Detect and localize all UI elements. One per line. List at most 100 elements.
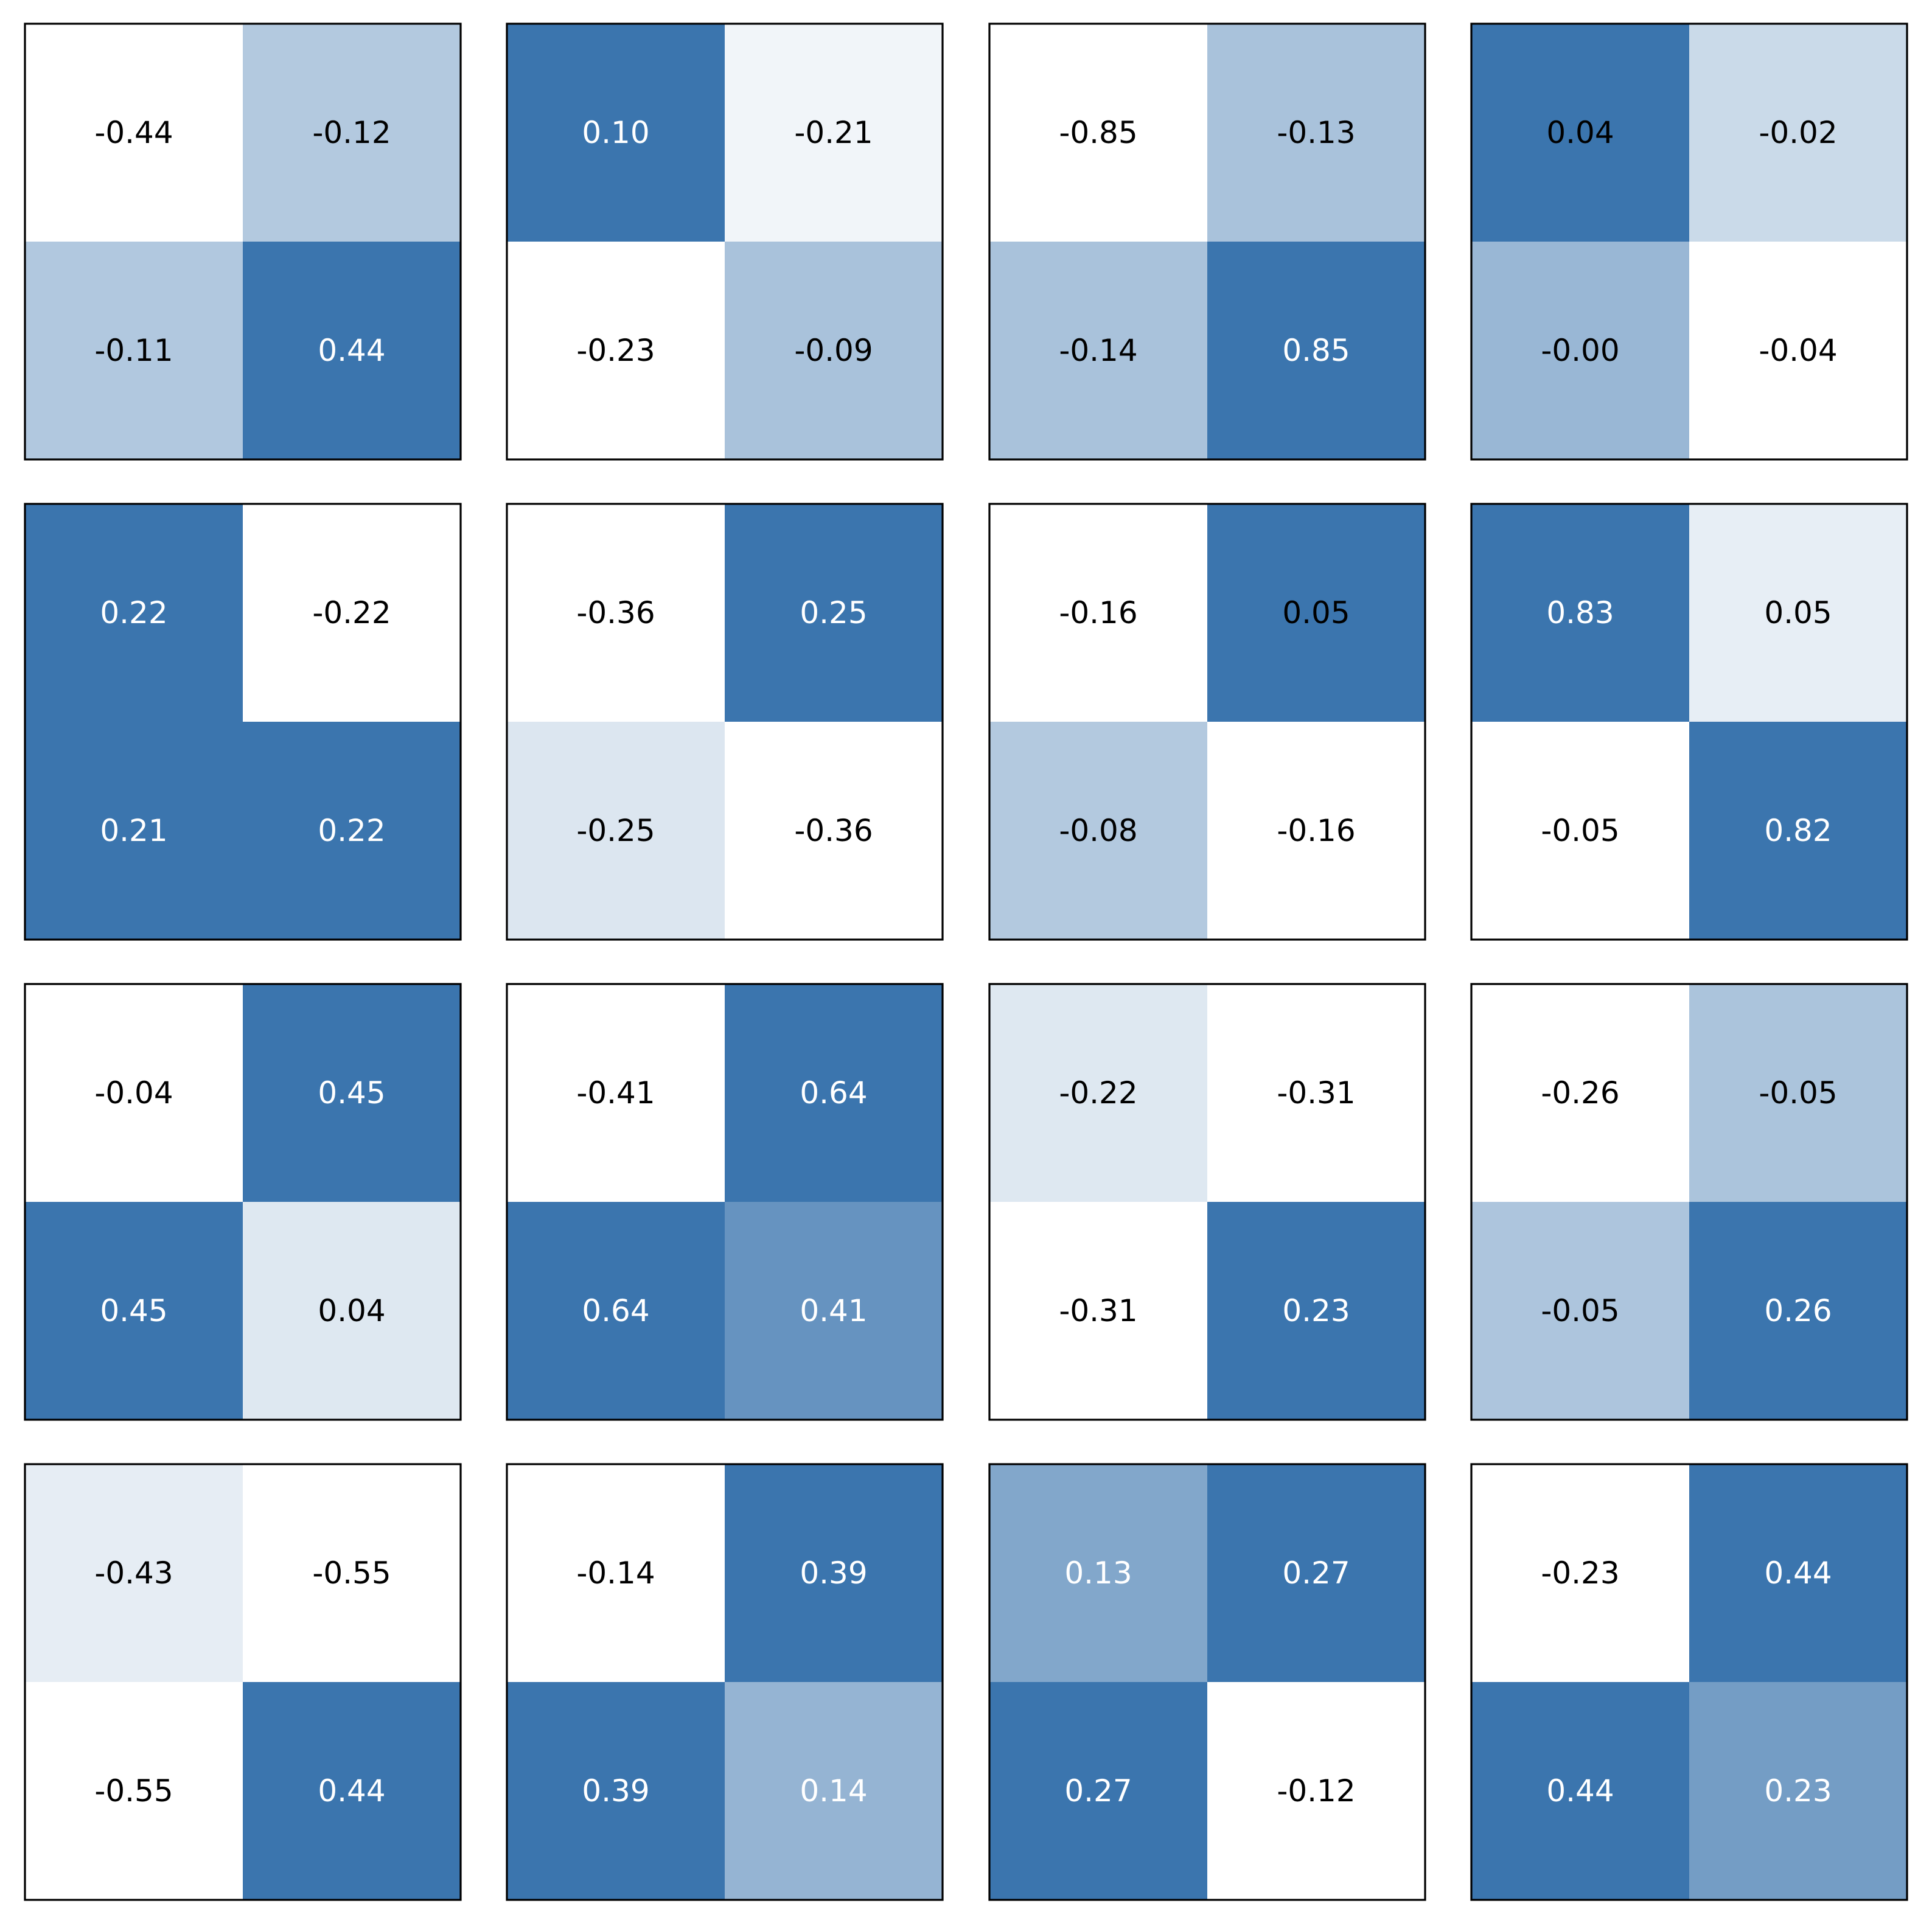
heatmap-cell — [1689, 1202, 1908, 1420]
cell-value-label: -0.21 — [794, 115, 873, 150]
panel-frame — [506, 503, 944, 941]
cell-value-label: -0.00 — [1541, 333, 1619, 368]
panel-frame — [1470, 1463, 1908, 1901]
cell-value-label: -0.14 — [576, 1555, 655, 1591]
heatmap-cell — [1471, 504, 1690, 722]
cell-value-label: -0.05 — [1541, 1293, 1619, 1328]
cell-value-label: 0.27 — [1282, 1555, 1350, 1591]
panel-frame — [506, 23, 944, 461]
heatmap-panel-14: -0.14 0.39 0.39 0.14 — [506, 1463, 944, 1901]
cell-value-label: 0.10 — [582, 115, 649, 150]
heatmap-panel-3: -0.85 -0.13 -0.14 0.85 — [988, 23, 1426, 461]
heatmap-cell — [25, 1202, 243, 1420]
heatmap-cell — [25, 984, 243, 1202]
heatmap-cell — [1689, 242, 1908, 460]
heatmap-cell — [243, 1464, 461, 1683]
cell-value-label: -0.55 — [94, 1773, 173, 1809]
cell-value-label: 0.05 — [1764, 595, 1832, 630]
cell-value-label: 0.83 — [1546, 595, 1614, 630]
cell-value-label: 0.22 — [100, 595, 167, 630]
heatmap-cell — [243, 242, 461, 460]
panel-frame — [1470, 23, 1908, 461]
cell-value-label: 0.26 — [1764, 1293, 1832, 1328]
heatmap-panel-11: -0.22 -0.31 -0.31 0.23 — [988, 983, 1426, 1421]
heatmap-cell — [1207, 1202, 1426, 1420]
heatmap-cell — [25, 504, 243, 722]
panel-frame — [988, 983, 1426, 1421]
heatmap-cell — [725, 1202, 943, 1420]
cell-value-label: -0.05 — [1759, 1075, 1837, 1111]
heatmap-cell — [243, 24, 461, 242]
heatmap-cell — [1471, 242, 1690, 460]
heatmap-cell — [1471, 24, 1690, 242]
heatmap-panel-9: -0.04 0.45 0.45 0.04 — [24, 983, 462, 1421]
heatmap-cell — [725, 1682, 943, 1900]
heatmap-cell — [989, 1202, 1208, 1420]
panel-frame — [24, 23, 462, 461]
cell-value-label: -0.13 — [1277, 115, 1355, 150]
cell-value-label: -0.02 — [1759, 115, 1837, 150]
cell-value-label: -0.22 — [312, 595, 391, 630]
heatmap-panel-6: -0.36 0.25 -0.25 -0.36 — [506, 503, 944, 941]
cell-value-label: 0.64 — [800, 1075, 867, 1111]
heatmap-panel-8: 0.83 0.05 -0.05 0.82 — [1470, 503, 1908, 941]
cell-value-label: -0.11 — [94, 333, 173, 368]
heatmap-cell — [1471, 1682, 1690, 1900]
cell-value-label: -0.05 — [1541, 813, 1619, 848]
cell-value-label: -0.36 — [576, 595, 655, 630]
heatmap-cell — [507, 722, 725, 940]
heatmap-cell — [25, 242, 243, 460]
panel-frame — [988, 503, 1426, 941]
cell-value-label: -0.55 — [312, 1555, 391, 1591]
cell-value-label: 0.44 — [1764, 1555, 1832, 1591]
cell-value-label: -0.23 — [1541, 1555, 1619, 1591]
heatmap-cell — [1689, 984, 1908, 1202]
cell-value-label: -0.43 — [94, 1555, 173, 1591]
cell-value-label: -0.26 — [1541, 1075, 1619, 1111]
cell-value-label: 0.25 — [800, 595, 867, 630]
heatmap-cell — [507, 1464, 725, 1683]
cell-value-label: -0.12 — [1277, 1773, 1355, 1809]
cell-value-label: -0.44 — [94, 115, 173, 150]
heatmap-cell — [243, 1202, 461, 1420]
cell-value-label: -0.36 — [794, 813, 873, 848]
heatmap-cell — [989, 984, 1208, 1202]
heatmap-cell — [1471, 722, 1690, 940]
cell-value-label: 0.23 — [1282, 1293, 1350, 1328]
cell-value-label: -0.23 — [576, 333, 655, 368]
heatmap-cell — [1689, 1682, 1908, 1900]
cell-value-label: 0.22 — [318, 813, 385, 848]
heatmap-cell — [507, 24, 725, 242]
cell-value-label: 0.13 — [1064, 1555, 1132, 1591]
heatmap-cell — [725, 242, 943, 460]
cell-value-label: -0.04 — [1759, 333, 1837, 368]
heatmap-panel-15: 0.13 0.27 0.27 -0.12 — [988, 1463, 1426, 1901]
heatmap-cell — [243, 504, 461, 722]
cell-value-label: -0.41 — [576, 1075, 655, 1111]
heatmap-cell — [1689, 24, 1908, 242]
heatmap-cell — [725, 1464, 943, 1683]
heatmap-cell — [507, 242, 725, 460]
cell-value-label: 0.41 — [800, 1293, 867, 1328]
cell-value-label: 0.85 — [1282, 333, 1350, 368]
cell-value-label: 0.45 — [100, 1293, 167, 1328]
cell-value-label: 0.45 — [318, 1075, 385, 1111]
cell-value-label: -0.31 — [1277, 1075, 1355, 1111]
cell-value-label: 0.44 — [318, 333, 385, 368]
heatmap-panel-2: 0.10 -0.21 -0.23 -0.09 — [506, 23, 944, 461]
heatmap-cell — [25, 1682, 243, 1900]
cell-value-label: 0.64 — [582, 1293, 649, 1328]
cell-value-label: 0.14 — [800, 1773, 867, 1809]
cell-value-label: -0.16 — [1277, 813, 1355, 848]
heatmap-cell — [1207, 1682, 1426, 1900]
heatmap-panel-13: -0.43 -0.55 -0.55 0.44 — [24, 1463, 462, 1901]
panel-frame — [988, 1463, 1426, 1901]
panel-frame — [1470, 983, 1908, 1421]
heatmap-cell — [989, 722, 1208, 940]
heatmap-panel-5: 0.22 -0.22 0.21 0.22 — [24, 503, 462, 941]
panel-frame — [24, 503, 462, 941]
heatmap-panel-7: -0.16 0.05 -0.08 -0.16 — [988, 503, 1426, 941]
panel-frame — [506, 1463, 944, 1901]
heatmap-cell — [1207, 722, 1426, 940]
heatmap-panel-4: 0.04 -0.02 -0.00 -0.04 — [1470, 23, 1908, 461]
